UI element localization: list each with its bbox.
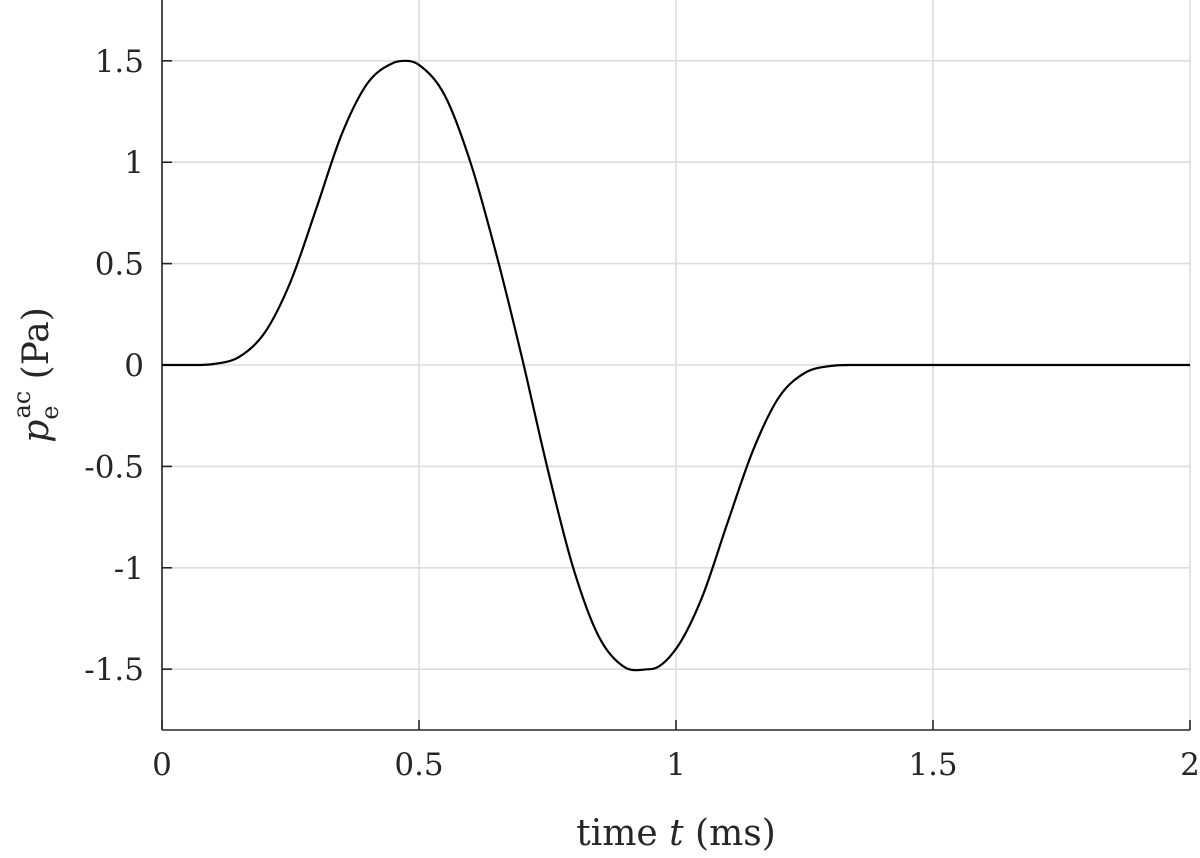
y-tick-label: 1.5 <box>95 44 144 80</box>
y-axis-label-superscript: ac <box>8 391 36 419</box>
y-tick-label: -1 <box>114 551 144 587</box>
y-axis-label-subscript: e <box>36 406 64 420</box>
x-tick-label: 1.5 <box>908 747 957 783</box>
x-tick-label: 2 <box>1180 747 1200 783</box>
y-axis-label-text: peac (Pa) <box>8 307 64 443</box>
y-tick-label: -1.5 <box>84 652 144 688</box>
y-axis-label: peac (Pa) <box>8 307 64 443</box>
y-axis-label-unit: (Pa) <box>16 307 57 391</box>
x-tick-label: 0.5 <box>394 747 443 783</box>
y-axis-label-symbol: p <box>16 420 57 443</box>
x-axis-label-variable: t <box>669 813 684 854</box>
y-tick-label: 0 <box>124 348 144 384</box>
y-tick-label: 0.5 <box>95 247 144 283</box>
x-tick-label: 1 <box>666 747 686 783</box>
y-tick-label: 1 <box>124 145 144 181</box>
series-layer <box>162 59 1190 672</box>
x-tick-label: 0 <box>152 747 172 783</box>
tick-labels: 0 0.5 1 1.5 2 1.5 1 0.5 0 -0.5 -1 -1.5 <box>84 44 1200 783</box>
y-tick-label: -0.5 <box>84 449 144 485</box>
x-axis-label-suffix: (ms) <box>684 813 776 854</box>
x-axis-label-prefix: time <box>576 813 669 854</box>
x-axis-label: time t (ms) <box>576 813 776 854</box>
series-line-0 <box>162 59 1190 672</box>
